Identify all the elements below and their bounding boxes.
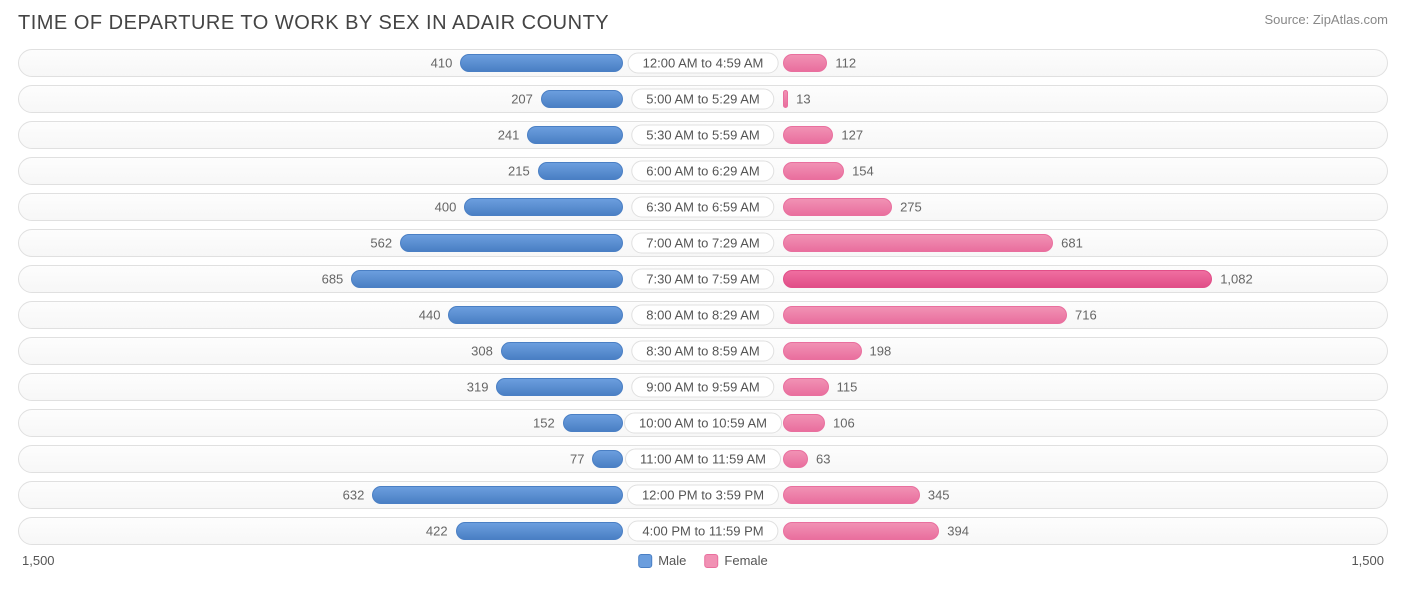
male-bar [541,90,623,108]
male-value-label: 308 [471,344,493,359]
male-value-label: 422 [426,524,448,539]
axis-row: 1,500 Male Female 1,500 [18,553,1388,568]
male-bar [501,342,623,360]
row-category-label: 6:00 AM to 6:29 AM [631,161,774,182]
male-bar [460,54,623,72]
row-category-label: 11:00 AM to 11:59 AM [625,449,781,470]
chart-row: 7:30 AM to 7:59 AM 685 1,082 [18,265,1388,293]
chart-row: 5:00 AM to 5:29 AM 207 13 [18,85,1388,113]
female-bar [783,162,844,180]
male-bar [456,522,623,540]
male-value-label: 562 [370,236,392,251]
female-bar [783,342,862,360]
female-value-label: 1,082 [1220,272,1253,287]
male-value-label: 319 [467,380,489,395]
female-value-label: 115 [837,380,858,395]
female-value-label: 112 [835,56,856,71]
male-bar [464,198,623,216]
male-value-label: 77 [570,452,584,467]
female-bar [783,126,833,144]
male-value-label: 685 [322,272,344,287]
row-category-label: 10:00 AM to 10:59 AM [624,413,782,434]
chart-row: 6:30 AM to 6:59 AM 400 275 [18,193,1388,221]
legend-swatch-male [638,554,652,568]
legend-male: Male [638,553,686,568]
male-bar [496,378,623,396]
chart-header: TIME OF DEPARTURE TO WORK BY SEX IN ADAI… [18,12,1388,35]
chart-row: 12:00 PM to 3:59 PM 632 345 [18,481,1388,509]
male-bar [372,486,623,504]
male-value-label: 400 [435,200,457,215]
row-category-label: 8:00 AM to 8:29 AM [631,305,774,326]
legend-female: Female [704,553,767,568]
male-bar [563,414,623,432]
chart-row: 6:00 AM to 6:29 AM 215 154 [18,157,1388,185]
chart-row: 4:00 PM to 11:59 PM 422 394 [18,517,1388,545]
chart-row: 8:00 AM to 8:29 AM 440 716 [18,301,1388,329]
chart-row: 7:00 AM to 7:29 AM 562 681 [18,229,1388,257]
female-value-label: 106 [833,416,855,431]
chart-legend: Male Female [638,553,768,568]
row-category-label: 5:30 AM to 5:59 AM [631,125,774,146]
chart-area: 12:00 AM to 4:59 AM 410 112 5:00 AM to 5:29… [18,49,1388,545]
female-value-label: 13 [796,92,810,107]
chart-row: 10:00 AM to 10:59 AM 152 106 [18,409,1388,437]
female-value-label: 681 [1061,236,1083,251]
row-category-label: 6:30 AM to 6:59 AM [631,197,774,218]
axis-right-label: 1,500 [1351,553,1384,568]
male-value-label: 410 [431,56,453,71]
female-bar [783,486,920,504]
female-value-label: 198 [870,344,892,359]
row-category-label: 12:00 PM to 3:59 PM [627,485,779,506]
female-value-label: 127 [841,128,863,143]
legend-female-label: Female [724,553,767,568]
female-value-label: 394 [947,524,969,539]
female-value-label: 345 [928,488,950,503]
female-value-label: 716 [1075,308,1097,323]
male-bar [448,306,623,324]
legend-male-label: Male [658,553,686,568]
female-bar [783,198,892,216]
female-bar [783,90,788,108]
male-bar [592,450,623,468]
chart-row: 8:30 AM to 8:59 AM 308 198 [18,337,1388,365]
row-category-label: 8:30 AM to 8:59 AM [631,341,774,362]
female-bar [783,414,825,432]
male-bar [538,162,623,180]
female-bar [783,234,1053,252]
male-value-label: 152 [533,416,555,431]
male-bar [527,126,623,144]
male-value-label: 632 [343,488,365,503]
male-value-label: 241 [498,128,520,143]
row-category-label: 5:00 AM to 5:29 AM [631,89,774,110]
male-value-label: 207 [511,92,533,107]
row-category-label: 7:00 AM to 7:29 AM [631,233,774,254]
male-bar [400,234,623,252]
axis-left-label: 1,500 [22,553,55,568]
female-bar [783,54,827,72]
female-value-label: 154 [852,164,874,179]
chart-row: 9:00 AM to 9:59 AM 319 115 [18,373,1388,401]
chart-row: 5:30 AM to 5:59 AM 241 127 [18,121,1388,149]
female-value-label: 63 [816,452,830,467]
female-bar [783,378,829,396]
female-bar [783,450,808,468]
chart-source: Source: ZipAtlas.com [1264,12,1388,27]
chart-title: TIME OF DEPARTURE TO WORK BY SEX IN ADAI… [18,12,609,35]
male-bar [351,270,623,288]
legend-swatch-female [704,554,718,568]
female-bar [783,306,1067,324]
female-value-label: 275 [900,200,922,215]
row-category-label: 9:00 AM to 9:59 AM [631,377,774,398]
male-value-label: 440 [419,308,441,323]
row-category-label: 7:30 AM to 7:59 AM [631,269,774,290]
female-bar [783,270,1212,288]
male-value-label: 215 [508,164,530,179]
row-category-label: 12:00 AM to 4:59 AM [628,53,779,74]
female-bar [783,522,939,540]
row-category-label: 4:00 PM to 11:59 PM [627,521,778,542]
chart-row: 11:00 AM to 11:59 AM 77 63 [18,445,1388,473]
chart-row: 12:00 AM to 4:59 AM 410 112 [18,49,1388,77]
